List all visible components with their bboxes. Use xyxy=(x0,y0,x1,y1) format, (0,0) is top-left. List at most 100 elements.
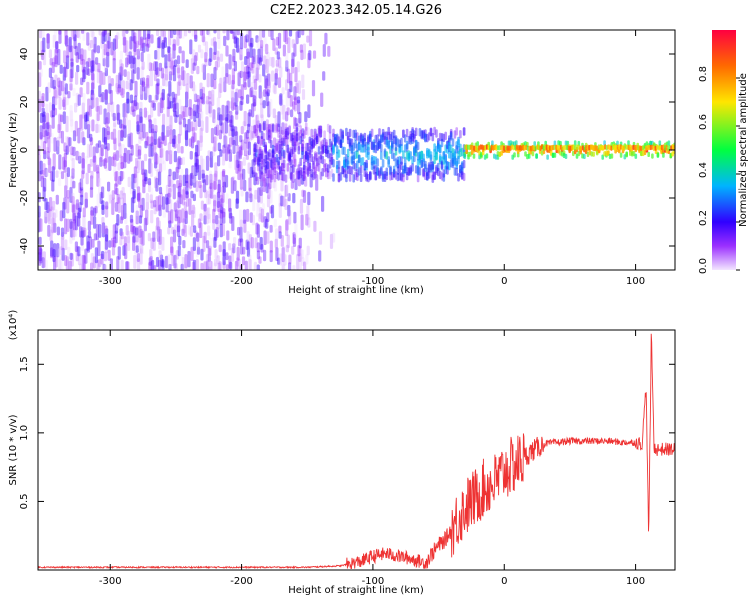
heatmap-cell xyxy=(292,174,295,183)
heatmap-cell xyxy=(233,60,237,72)
heatmap-cell xyxy=(114,171,118,182)
heatmap-cell xyxy=(200,49,204,59)
heatmap-cell xyxy=(313,220,317,232)
heatmap-cell xyxy=(46,201,50,213)
heatmap-cell xyxy=(273,124,277,134)
heatmap-cell xyxy=(326,123,330,133)
heatmap-cell xyxy=(121,186,125,196)
heatmap-cell xyxy=(58,97,62,110)
heatmap-cell xyxy=(260,150,264,159)
heatmap-cell xyxy=(211,89,215,106)
heatmap-cell xyxy=(314,137,317,146)
heatmap-cell xyxy=(222,241,226,257)
heatmap-cell xyxy=(222,122,226,135)
heatmap-cell xyxy=(158,171,162,186)
heatmap-cell xyxy=(607,150,610,156)
heatmap-cell xyxy=(180,168,184,181)
heatmap-cell xyxy=(173,30,177,35)
heatmap-cell xyxy=(222,30,226,34)
heatmap-cell xyxy=(91,49,95,66)
heatmap-cell xyxy=(178,30,182,39)
heatmap-cell xyxy=(438,170,442,179)
heatmap-cell xyxy=(367,142,370,151)
heatmap-cell xyxy=(262,122,266,131)
heatmap-cell xyxy=(326,170,330,180)
heatmap-cell xyxy=(533,141,536,147)
heatmap-cell xyxy=(256,250,260,260)
heatmap-cell xyxy=(149,70,153,87)
spectrogram-y-tick-label: -40 xyxy=(19,238,30,254)
heatmap-cell xyxy=(217,142,221,152)
heatmap-cell xyxy=(573,140,577,146)
heatmap-cell xyxy=(157,138,161,148)
heatmap-cell xyxy=(416,173,420,183)
heatmap-cell xyxy=(256,202,260,217)
heatmap-cell xyxy=(268,170,271,179)
heatmap-cell xyxy=(260,171,264,187)
heatmap-cell xyxy=(88,105,92,117)
heatmap-cell xyxy=(238,70,242,81)
heatmap-cell xyxy=(239,70,243,78)
heatmap-cell xyxy=(231,216,235,231)
heatmap-cell xyxy=(193,174,197,188)
heatmap-cell xyxy=(148,257,152,266)
heatmap-cell xyxy=(220,198,224,214)
heatmap-cell xyxy=(168,84,172,101)
heatmap-cell xyxy=(273,82,277,95)
heatmap-cell xyxy=(114,230,118,244)
heatmap-cell xyxy=(269,169,273,179)
heatmap-cell xyxy=(462,172,466,182)
heatmap-cell xyxy=(413,134,416,143)
heatmap-cell xyxy=(288,124,291,133)
heatmap-cell xyxy=(652,145,655,151)
heatmap-cell xyxy=(217,262,221,270)
heatmap-cell xyxy=(140,66,144,81)
heatmap-cell xyxy=(219,53,224,62)
heatmap-cell xyxy=(555,144,558,150)
heatmap-cell xyxy=(287,193,291,202)
heatmap-cell xyxy=(647,151,650,157)
heatmap-cell xyxy=(457,173,460,182)
heatmap-cell xyxy=(341,134,344,143)
heatmap-cell xyxy=(218,261,222,270)
heatmap-cell xyxy=(250,82,254,91)
heatmap-cell xyxy=(167,96,171,109)
heatmap-cell xyxy=(62,66,66,81)
heatmap-cell xyxy=(253,95,257,107)
heatmap-cell xyxy=(217,30,221,39)
heatmap-cell xyxy=(103,264,107,270)
heatmap-cell xyxy=(90,60,94,73)
heatmap-cell xyxy=(328,153,332,162)
heatmap-cell xyxy=(69,105,73,122)
heatmap-cell xyxy=(50,76,54,89)
heatmap-cell xyxy=(197,113,201,128)
heatmap-cell xyxy=(98,258,102,268)
heatmap-cell xyxy=(295,174,299,183)
heatmap-cell xyxy=(411,133,414,142)
heatmap-cell xyxy=(90,93,94,109)
heatmap-cell xyxy=(246,231,250,242)
heatmap-cell xyxy=(42,251,46,268)
heatmap-cell xyxy=(129,214,134,223)
heatmap-cell xyxy=(135,40,139,48)
heatmap-cell xyxy=(326,164,330,173)
heatmap-cell xyxy=(265,150,269,165)
heatmap-cell xyxy=(385,167,389,176)
heatmap-cell xyxy=(130,144,134,156)
heatmap-cell xyxy=(161,260,165,270)
heatmap-cell xyxy=(138,215,143,224)
heatmap-cell xyxy=(212,208,216,224)
heatmap-cell xyxy=(310,141,313,150)
heatmap-cell xyxy=(236,257,240,267)
heatmap-cell xyxy=(154,176,158,189)
heatmap-cell xyxy=(627,144,630,151)
heatmap-cell xyxy=(87,230,92,239)
heatmap-cell xyxy=(455,167,458,176)
heatmap-cell xyxy=(54,90,58,106)
heatmap-cell xyxy=(254,128,258,137)
heatmap-cell xyxy=(158,233,162,250)
heatmap-cell xyxy=(258,146,262,155)
heatmap-cell xyxy=(301,89,306,100)
heatmap-cell xyxy=(264,145,267,154)
heatmap-cell xyxy=(304,122,308,131)
